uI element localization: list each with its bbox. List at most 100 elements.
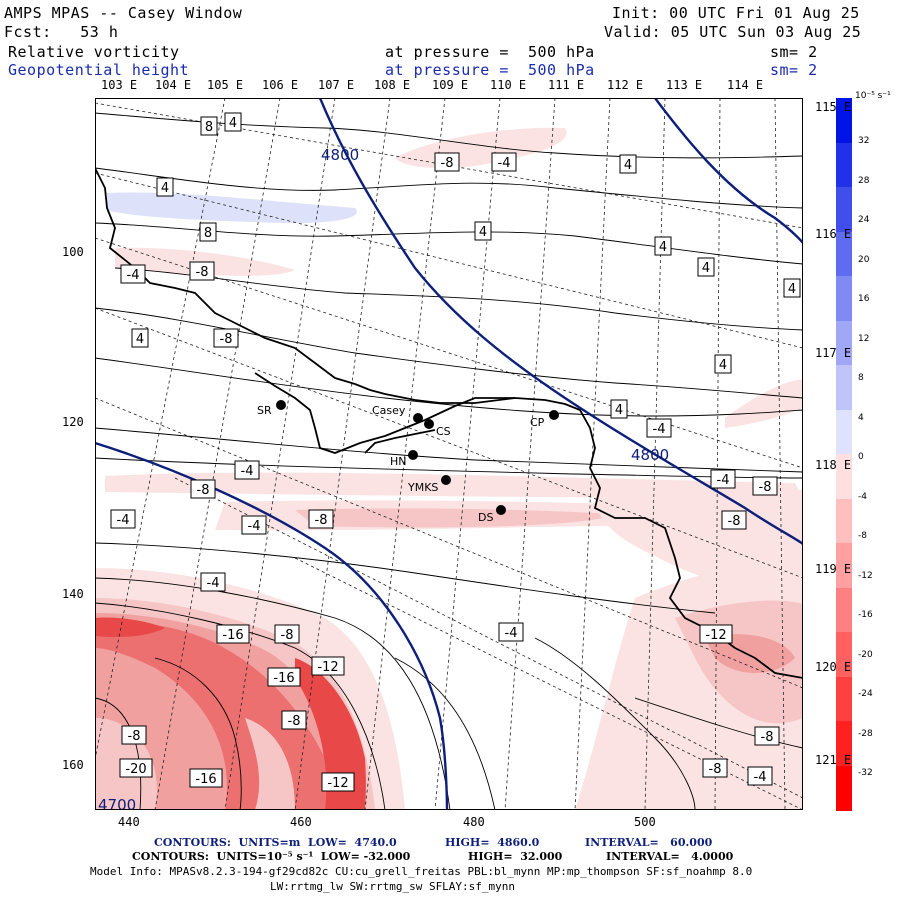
station-label: CP xyxy=(530,416,545,429)
lon-label: 114 E xyxy=(727,78,764,92)
colorbar-segment xyxy=(836,543,852,588)
station-marker xyxy=(424,419,434,429)
lon-label: 103 E xyxy=(101,78,138,92)
lon-label: 116 E xyxy=(815,227,852,241)
vorticity-contour-label: 4 xyxy=(474,221,492,241)
vorticity-contour-label: 8 xyxy=(200,116,218,136)
colorbar-segment xyxy=(836,409,852,455)
lon-label: 105 E xyxy=(207,78,244,92)
vorticity-contour-label: 4 xyxy=(783,278,801,298)
svg-text:4: 4 xyxy=(161,181,169,196)
station-marker xyxy=(276,400,286,410)
vorticity-contour-label: 4 xyxy=(610,399,628,419)
svg-text:-8: -8 xyxy=(759,480,772,495)
svg-text:4: 4 xyxy=(136,332,144,347)
svg-text:4: 4 xyxy=(615,403,623,418)
vorticity-contour-label: -8 xyxy=(721,510,747,530)
lon-label: 119 E xyxy=(815,562,852,576)
vorticity-contour-label: 4 xyxy=(224,112,242,132)
vorticity-contour-label: -16 xyxy=(216,624,250,644)
colorbar-tick-label: 16 xyxy=(858,294,870,304)
vorticity-contour-label: 8 xyxy=(199,222,217,242)
svg-text:-8: -8 xyxy=(441,156,454,171)
vorticity-contour-info: CONTOURS: UNITS=10⁻⁵ s⁻¹ LOW= -32.000 xyxy=(132,850,411,863)
height-contour-label: 4800 xyxy=(631,446,669,464)
vorticity-contour-label: -20 xyxy=(119,758,153,778)
vorticity-contour-label: -8 xyxy=(213,328,239,348)
svg-text:4: 4 xyxy=(659,240,667,255)
vorticity-contour-label: -4 xyxy=(120,264,146,284)
colorbar xyxy=(836,98,852,811)
model-info: Model Info: MPASv8.2.3-194-gf29cd82c CU:… xyxy=(90,865,753,878)
x-axis-label: 500 xyxy=(634,815,656,829)
station-label: CS xyxy=(436,425,451,438)
colorbar-segment xyxy=(836,276,852,321)
y-axis-label: 160 xyxy=(62,758,84,772)
vorticity-contour-label: -12 xyxy=(699,624,733,644)
colorbar-tick-label: -28 xyxy=(858,728,873,739)
colorbar-tick-label: 32 xyxy=(858,136,870,146)
colorbar-tick-label: 12 xyxy=(858,333,870,344)
svg-text:-4: -4 xyxy=(754,770,767,785)
svg-text:-12: -12 xyxy=(705,628,726,643)
field1-smoothing: sm= 2 xyxy=(770,43,818,61)
field1-level: at pressure = 500 hPa xyxy=(385,43,595,61)
model-physics: LW:rrtmg_lw SW:rrtmg_sw SFLAY:sf_mynn xyxy=(270,880,516,893)
svg-text:-8: -8 xyxy=(128,729,141,744)
vorticity-contour-high: HIGH= 32.000 xyxy=(468,850,563,863)
lon-label: 117 E xyxy=(815,346,852,360)
lon-label: 121 E xyxy=(815,753,852,767)
lon-label: 108 E xyxy=(374,78,411,92)
forecast-hour: Fcst: 53 h xyxy=(4,23,119,41)
vorticity-contour-label: -8 xyxy=(308,509,334,529)
colorbar-segment xyxy=(836,98,852,143)
colorbar-segment xyxy=(836,454,852,499)
lon-label: 120 E xyxy=(815,660,852,674)
lat-lon-grid xyxy=(95,98,803,810)
y-axis-label: 140 xyxy=(62,587,84,601)
vorticity-contour-label: -8 xyxy=(434,152,460,172)
svg-text:-12: -12 xyxy=(327,776,348,791)
vorticity-contour-label: 4 xyxy=(714,354,732,374)
vorticity-contour-label: -4 xyxy=(241,515,267,535)
lon-label: 110 E xyxy=(490,78,527,92)
svg-text:-4: -4 xyxy=(117,513,130,528)
colorbar-segment xyxy=(836,187,852,232)
svg-text:-8: -8 xyxy=(197,483,210,498)
vorticity-contour-label: -4 xyxy=(646,418,672,438)
svg-text:8: 8 xyxy=(204,226,212,241)
lon-label: 112 E xyxy=(607,78,644,92)
svg-text:-12: -12 xyxy=(317,660,338,675)
svg-text:-8: -8 xyxy=(709,762,722,777)
colorbar-tick-label: -24 xyxy=(858,689,873,699)
colorbar-segment xyxy=(836,765,852,811)
colorbar-tick-label: -32 xyxy=(858,768,873,778)
height-contour-label: 4700 xyxy=(98,796,136,810)
colorbar-segment xyxy=(836,365,852,410)
vorticity-contour-label: -8 xyxy=(754,726,780,746)
vorticity-contour-label: -16 xyxy=(189,768,223,788)
vorticity-contour-label: -8 xyxy=(752,476,778,496)
init-time: Init: 00 UTC Fri 01 Aug 25 xyxy=(612,4,860,22)
colorbar-segment xyxy=(836,676,852,722)
stations xyxy=(276,400,559,515)
vorticity-contour-label: 4 xyxy=(619,154,637,174)
svg-text:4: 4 xyxy=(479,225,487,240)
vorticity-contour-label: -4 xyxy=(234,460,260,480)
station-label: SR xyxy=(257,404,272,417)
svg-text:-8: -8 xyxy=(196,265,209,280)
vorticity-contour-label: -4 xyxy=(110,509,136,529)
field2-smoothing: sm= 2 xyxy=(770,61,818,79)
colorbar-segment xyxy=(836,498,852,544)
svg-text:-16: -16 xyxy=(195,772,216,787)
svg-text:-8: -8 xyxy=(288,714,301,729)
svg-text:4: 4 xyxy=(702,261,710,276)
station-label: DS xyxy=(478,511,493,524)
vorticity-contour-label: -4 xyxy=(200,572,226,592)
svg-text:-8: -8 xyxy=(281,628,294,643)
colorbar-segment xyxy=(836,632,852,677)
app-title: AMPS MPAS -- Casey Window xyxy=(4,4,243,22)
vorticity-contour-label: 4 xyxy=(654,236,672,256)
vorticity-labels: 8 4 -8 -4 4 4 8 4 4 -4 -8 4 4 4 4 -8 4 -4 -4 -8 -4 -8 -4 -8 -4 -4… xyxy=(110,112,801,792)
vorticity-contour-label: 4 xyxy=(697,257,715,277)
